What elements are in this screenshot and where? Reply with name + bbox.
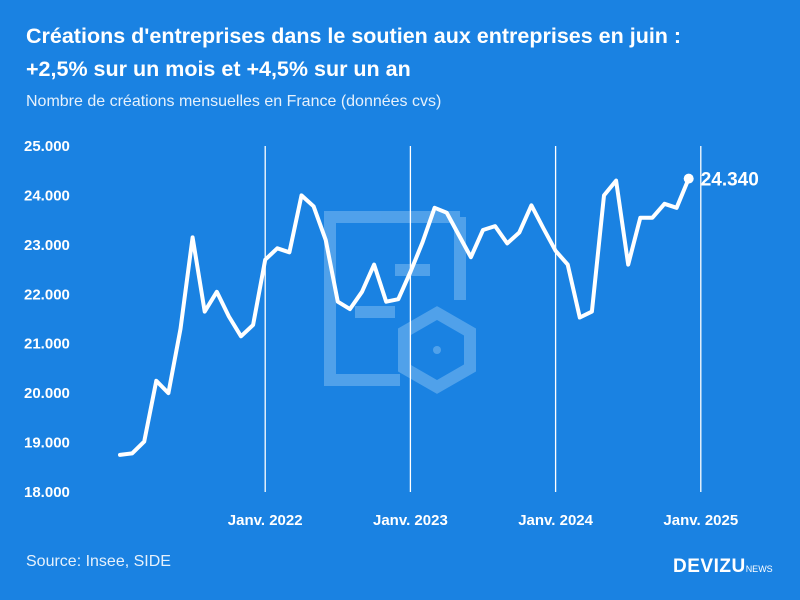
chart-title-line-2: +2,5% sur un mois et +4,5% sur un an [26,57,411,81]
y-tick-label-24000: 24.000 [24,187,70,204]
y-tick-label-25000: 25.000 [24,138,70,155]
chart-title-line-1: Créations d'entreprises dans le soutien … [26,24,682,48]
last-value-point [683,173,694,184]
brand-name: DEVIZU [673,556,746,577]
chart-subtitle: Nombre de créations mensuelles en France… [26,93,442,110]
watermark-logo-icon [324,211,476,394]
brand-suffix: NEWS [745,564,773,574]
y-tick-label-23000: 23.000 [24,237,70,254]
y-tick-label-18000: 18.000 [24,484,70,501]
x-tick-label-2024-01: Janv. 2024 [518,512,593,529]
chart-title: Créations d'entreprises dans le soutien … [26,20,786,86]
x-tick-label-2023-01: Janv. 2023 [373,512,448,529]
series-line [118,176,691,457]
last-value-label: 24.340 [701,170,759,191]
y-tick-label-22000: 22.000 [24,286,70,303]
source-note: Source: Insee, SIDE [26,553,171,570]
x-tick-label-2025-01: Janv. 2025 [663,512,738,529]
brand-logo: DEVIZUNEWS [673,556,773,578]
y-tick-label-20000: 20.000 [24,385,70,402]
y-tick-label-19000: 19.000 [24,435,70,452]
x-tick-label-2022-01: Janv. 2022 [228,512,303,529]
y-tick-label-21000: 21.000 [24,336,70,353]
